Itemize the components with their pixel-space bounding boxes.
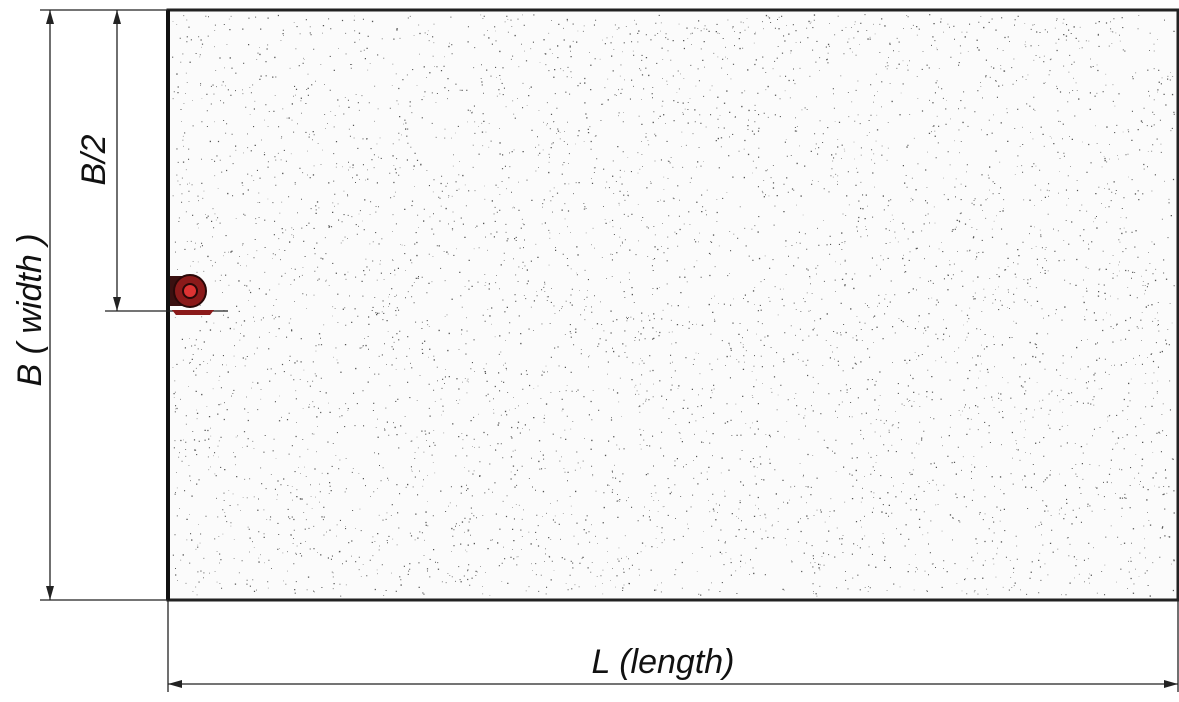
width-label: B ( width ) [11, 233, 49, 386]
half-width-label: B/2 [75, 134, 113, 185]
device-icon [170, 274, 214, 315]
field-area [168, 10, 1178, 600]
length-label: L (length) [591, 643, 734, 681]
